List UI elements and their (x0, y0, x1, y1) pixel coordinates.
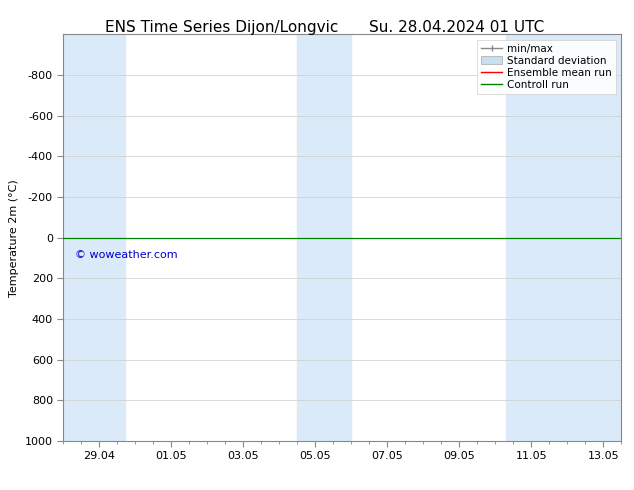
Text: © woweather.com: © woweather.com (75, 250, 177, 260)
Text: ENS Time Series Dijon/Longvic: ENS Time Series Dijon/Longvic (105, 20, 339, 35)
Bar (297, 34, 351, 441)
Y-axis label: Temperature 2m (°C): Temperature 2m (°C) (10, 179, 20, 296)
Legend: min/max, Standard deviation, Ensemble mean run, Controll run: min/max, Standard deviation, Ensemble me… (477, 40, 616, 94)
Text: Su. 28.04.2024 01 UTC: Su. 28.04.2024 01 UTC (369, 20, 544, 35)
Bar (506, 34, 621, 441)
Bar (63, 34, 125, 441)
